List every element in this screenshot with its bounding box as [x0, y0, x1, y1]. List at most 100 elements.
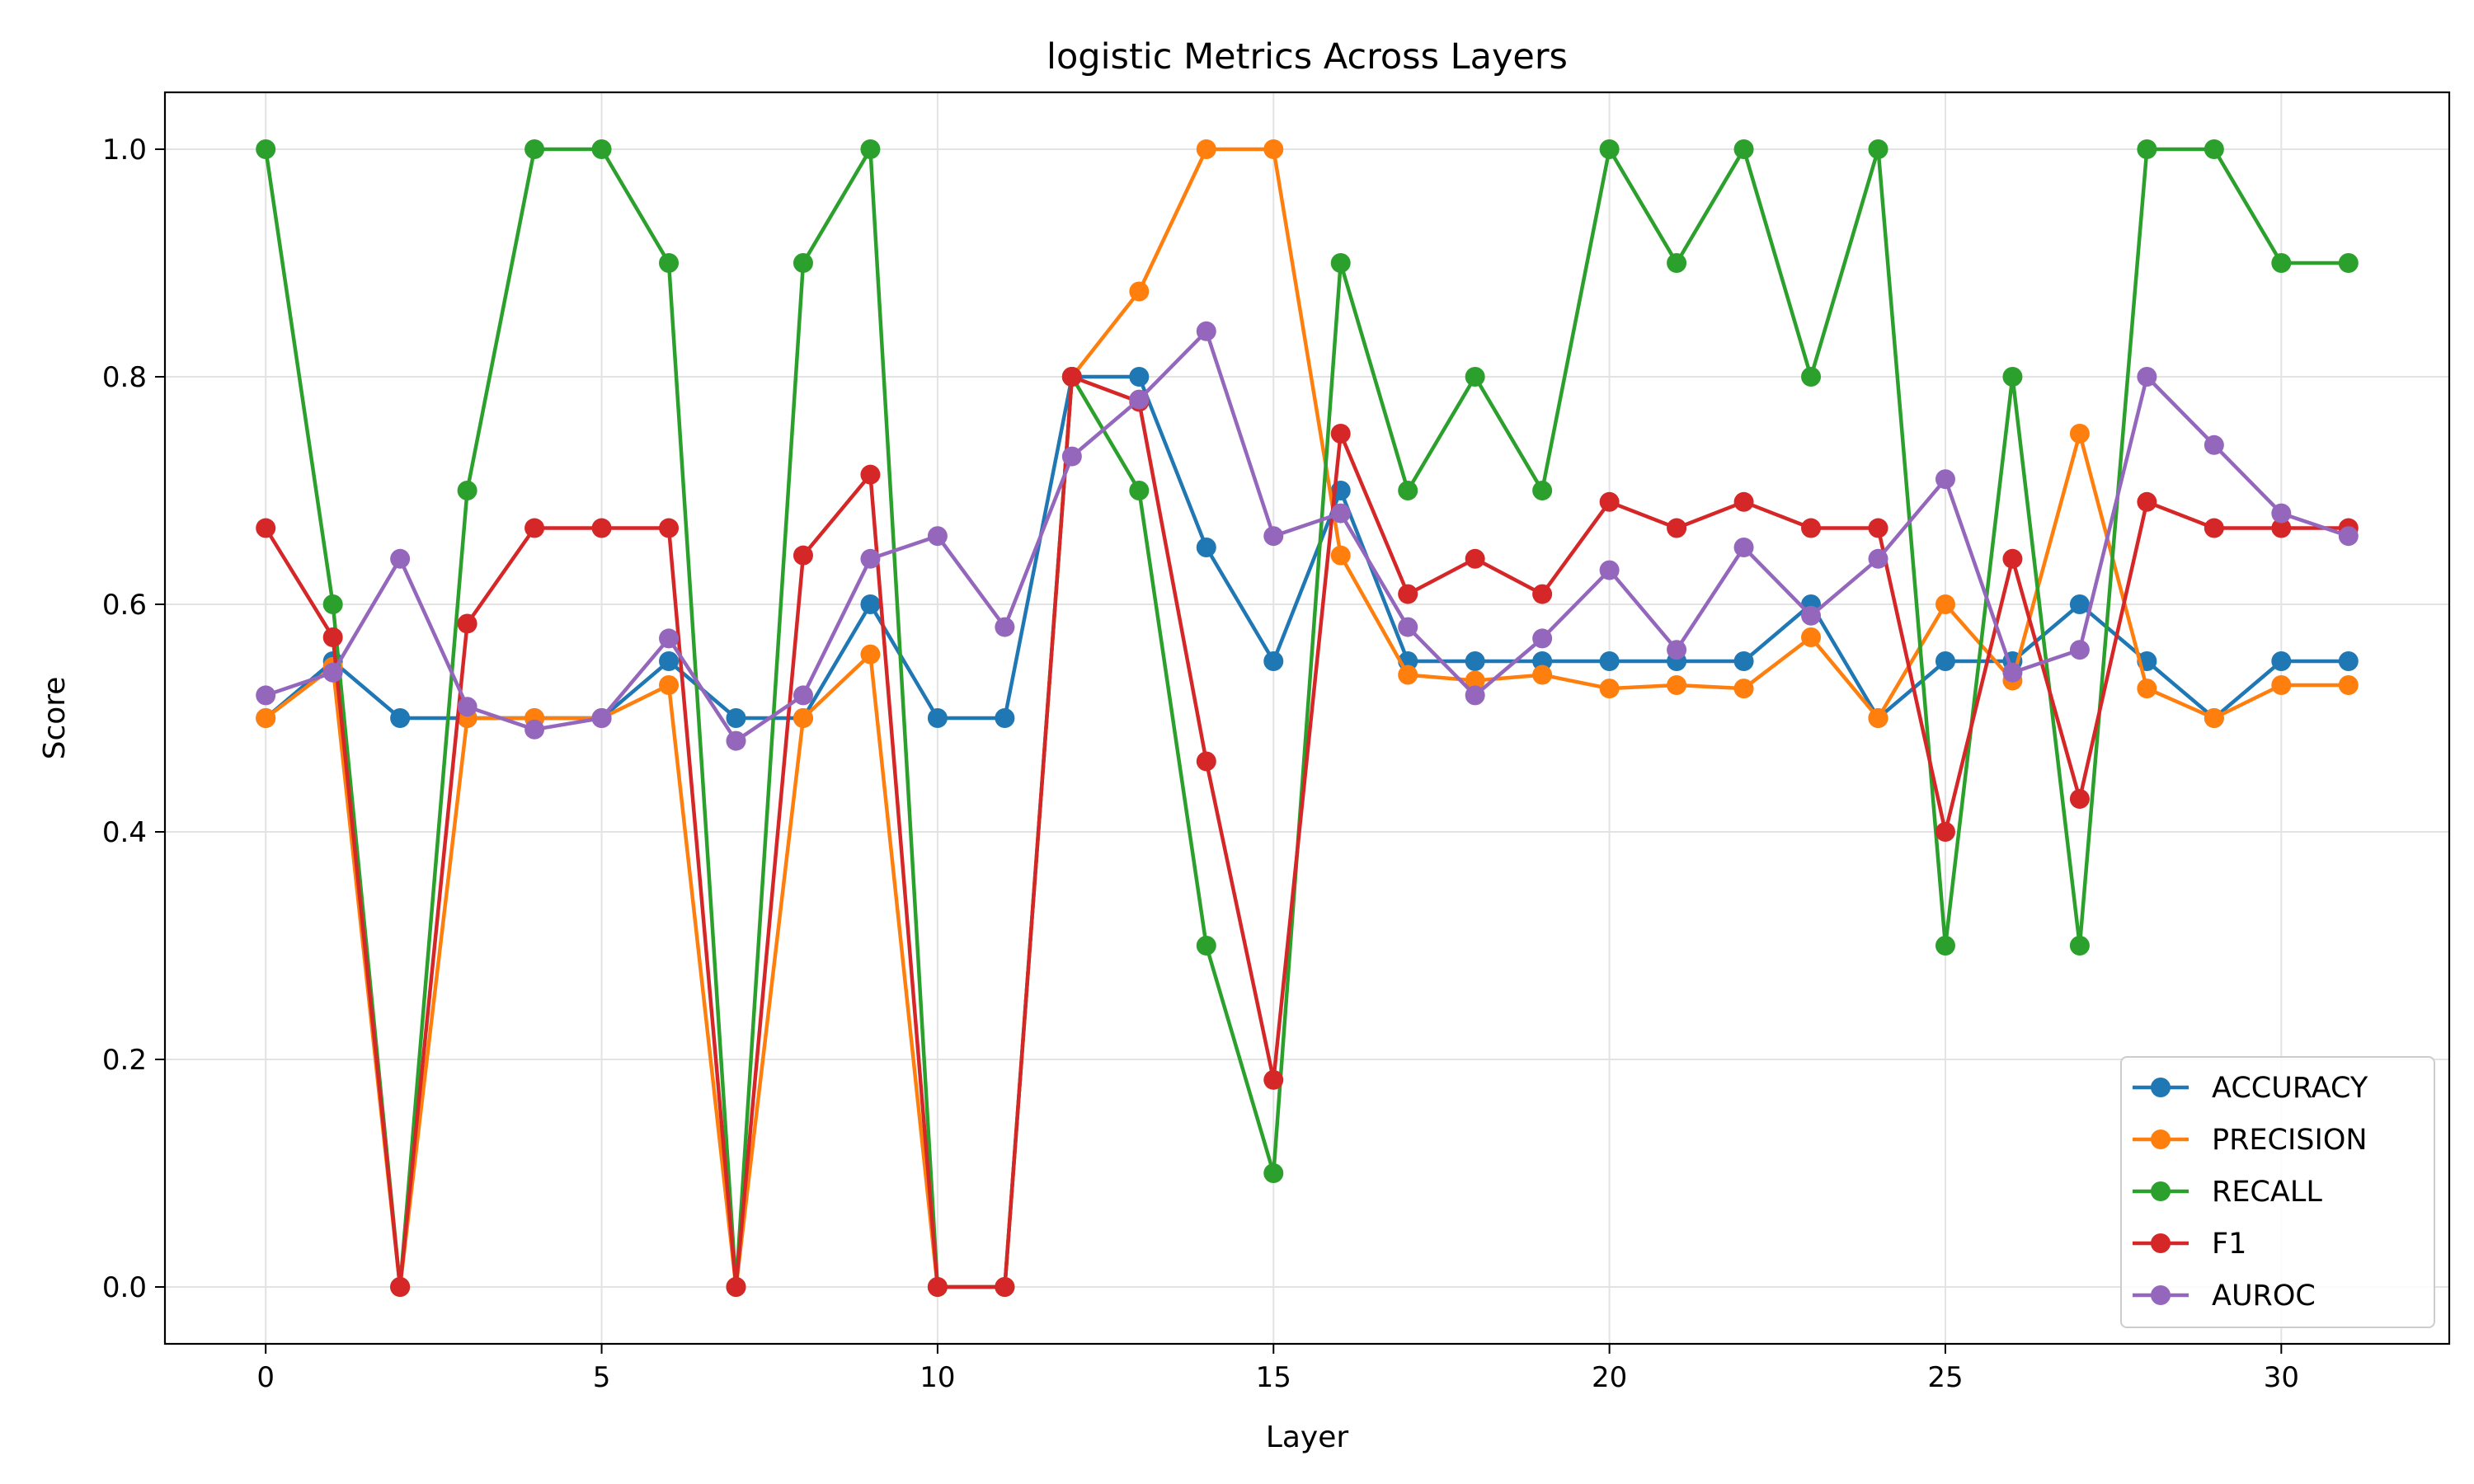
data-point-f1 [1599, 491, 1620, 512]
data-point-precision [1868, 708, 1888, 728]
data-point-f1 [1667, 518, 1687, 538]
data-point-auroc [793, 685, 813, 706]
data-point-precision [1330, 545, 1351, 566]
data-point-recall [1398, 481, 1418, 500]
data-point-accuracy [995, 708, 1015, 728]
legend-label-precision: PRECISION [2212, 1124, 2368, 1157]
legend-marker-recall [2151, 1181, 2171, 1201]
data-point-auroc [1733, 538, 1754, 557]
data-point-recall [1196, 936, 1216, 956]
data-point-f1 [1196, 751, 1216, 772]
data-point-precision [1465, 670, 1485, 691]
data-point-auroc [591, 708, 612, 728]
series-layer [256, 139, 2359, 1297]
data-point-recall [591, 139, 612, 159]
data-point-accuracy [1196, 538, 1216, 557]
data-point-recall [1667, 253, 1687, 273]
data-point-recall [1599, 139, 1620, 159]
data-point-accuracy [1935, 651, 1955, 671]
data-point-auroc [1599, 560, 1620, 580]
data-point-accuracy [860, 594, 881, 614]
data-point-f1 [2069, 788, 2090, 809]
data-point-auroc [1465, 685, 1485, 706]
series-line-precision [264, 147, 2349, 1289]
data-point-recall [256, 139, 276, 159]
data-point-auroc [390, 548, 411, 569]
data-point-recall [1465, 367, 1485, 387]
data-point-recall [2069, 936, 2090, 956]
data-point-precision [659, 674, 680, 695]
x-tick-label: 5 [593, 1361, 611, 1394]
legend-label-f1: F1 [2212, 1228, 2246, 1261]
data-point-recall [1129, 481, 1150, 500]
data-point-f1 [860, 464, 881, 485]
data-point-f1 [726, 1277, 746, 1297]
data-point-auroc [524, 719, 545, 740]
data-point-f1 [1868, 518, 1888, 538]
series-line-accuracy [264, 374, 2349, 721]
data-point-auroc [860, 548, 881, 569]
legend-label-recall: RECALL [2212, 1176, 2322, 1209]
y-tick-label: 0.2 [102, 1044, 147, 1077]
data-point-recall [2271, 253, 2292, 273]
data-point-auroc [1801, 605, 1822, 626]
data-point-f1 [1465, 548, 1485, 569]
data-point-auroc [726, 730, 746, 751]
y-tick-label: 0.0 [102, 1271, 147, 1304]
data-point-recall [860, 139, 881, 159]
data-point-f1 [659, 518, 680, 538]
data-point-precision [860, 644, 881, 665]
data-point-precision [2137, 679, 2157, 699]
data-point-auroc [2069, 640, 2090, 660]
data-point-auroc [2338, 526, 2359, 547]
data-point-recall [457, 481, 477, 500]
data-point-accuracy [2069, 594, 2090, 614]
data-point-precision [1196, 139, 1216, 159]
data-point-precision [793, 708, 813, 728]
data-point-precision [1935, 594, 1955, 614]
data-point-recall [1330, 253, 1351, 273]
data-point-precision [1129, 281, 1150, 302]
data-point-f1 [390, 1277, 411, 1297]
y-tick-label: 0.4 [102, 816, 147, 849]
data-point-accuracy [1465, 651, 1485, 671]
data-point-accuracy [1532, 651, 1553, 671]
y-tick-label: 0.8 [102, 361, 147, 394]
legend-marker-precision [2151, 1129, 2171, 1149]
data-point-accuracy [1733, 651, 1754, 671]
series-line-auroc [265, 329, 2349, 743]
legend-marker-accuracy [2151, 1078, 2171, 1097]
data-point-auroc [1667, 640, 1687, 660]
plot-frame [163, 91, 2451, 1345]
data-point-f1 [927, 1277, 948, 1297]
data-point-recall [322, 594, 343, 614]
data-point-f1 [1532, 584, 1553, 604]
data-point-f1 [1330, 424, 1351, 444]
data-point-f1 [322, 627, 343, 648]
legend-marker-f1 [2151, 1233, 2171, 1253]
data-point-f1 [256, 518, 276, 538]
y-tick-label: 1.0 [102, 134, 147, 167]
x-axis-label: Layer [1266, 1421, 1349, 1454]
data-point-f1 [457, 613, 477, 634]
data-point-recall [1263, 1163, 1284, 1183]
data-point-f1 [1263, 1069, 1284, 1090]
data-point-accuracy [1263, 651, 1284, 671]
tick-layer: 0 5 10 15 20 25 30 0.0 0.2 0.4 0.6 0.8 1.0 [102, 134, 2299, 1394]
data-point-f1 [2002, 548, 2023, 569]
data-point-recall [1801, 367, 1822, 387]
y-axis-label: Score [38, 677, 72, 760]
data-point-accuracy [659, 651, 680, 671]
data-point-precision [1801, 627, 1822, 648]
x-tick-label: 15 [1256, 1361, 1291, 1394]
data-point-auroc [1398, 617, 1418, 637]
data-point-auroc [1196, 321, 1216, 341]
data-point-recall [524, 139, 545, 159]
data-point-precision [1263, 139, 1284, 159]
x-tick-label: 25 [1927, 1361, 1963, 1394]
data-point-auroc [256, 685, 276, 706]
data-point-auroc [457, 697, 477, 717]
data-point-recall [659, 253, 680, 273]
data-point-auroc [2204, 434, 2224, 455]
